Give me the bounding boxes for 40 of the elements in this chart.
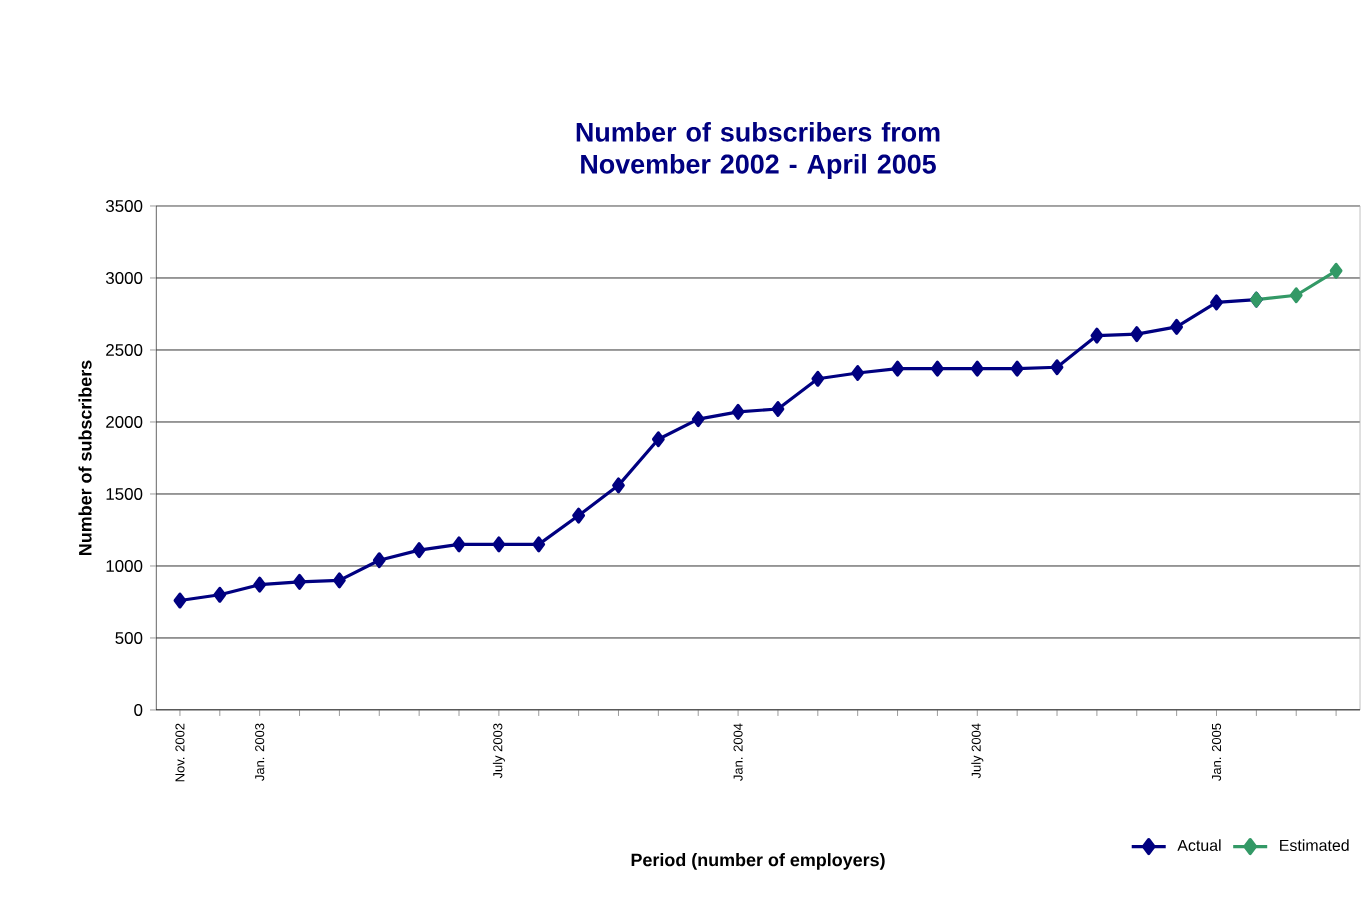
point (1329, 262, 1343, 279)
point (1210, 294, 1223, 311)
point (492, 536, 506, 553)
point (811, 370, 825, 387)
point (572, 507, 586, 524)
y-tick-label: 2500 (106, 344, 143, 356)
y-tick-label: 2000 (106, 415, 143, 428)
point (771, 401, 785, 418)
point (931, 360, 944, 377)
point (731, 403, 745, 420)
point (1130, 326, 1144, 343)
x-axis-title: Period (number of employers) (631, 853, 885, 870)
point (651, 431, 665, 448)
point (173, 592, 187, 609)
point (213, 586, 227, 603)
point (532, 536, 546, 553)
y-axis-title: Number of subscribers (78, 360, 92, 555)
y-tick-label: 3500 (105, 200, 143, 212)
point (253, 576, 267, 593)
point (891, 360, 904, 377)
point (851, 365, 865, 382)
y-tick-label: 0 (134, 703, 143, 716)
y-tick-label: 1500 (106, 487, 143, 500)
point (1010, 360, 1024, 377)
point (1289, 287, 1303, 304)
point (691, 411, 705, 428)
point (970, 360, 984, 377)
point (333, 572, 346, 589)
point (1050, 359, 1064, 376)
point (412, 542, 426, 559)
point (293, 573, 306, 590)
point (1170, 318, 1184, 335)
point (452, 536, 466, 553)
y-tick-label: 1000 (106, 559, 143, 572)
point (612, 477, 625, 494)
y-tick-label: 3000 (105, 272, 143, 284)
point (1090, 327, 1104, 344)
chart-title: Number of subscribers from November 2002 - April 2005 (576, 122, 940, 179)
y-tick-label: 500 (115, 631, 143, 644)
point (372, 552, 386, 569)
